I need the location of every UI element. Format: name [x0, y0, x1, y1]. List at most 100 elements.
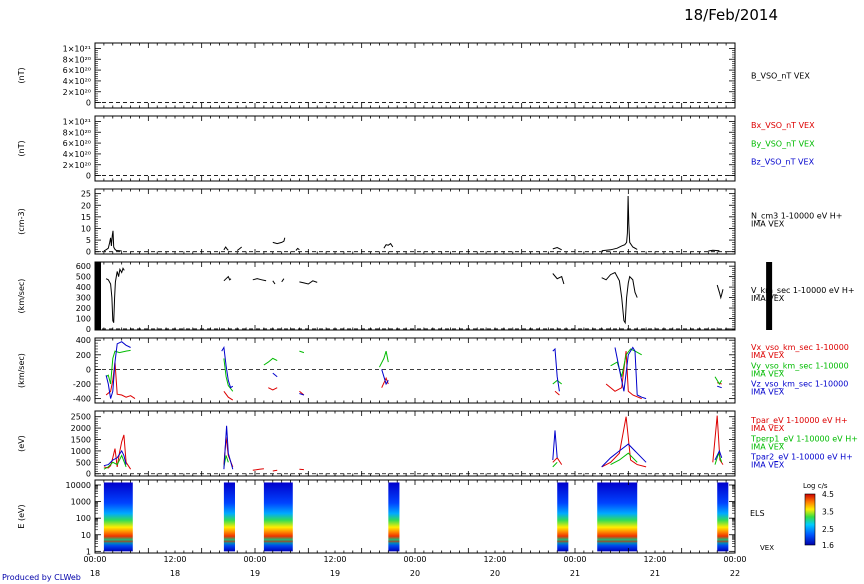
- x-tick-label: 12:00: [323, 555, 346, 564]
- panel-velocity-legend-0: V_km_sec 1-10000 eV H+: [751, 286, 855, 295]
- panel-temperature-ytick-label: 0: [86, 470, 91, 479]
- panel-density-legend-0: N_cm3 1-10000 eV H+: [751, 212, 842, 221]
- panel-temperature-legend-2: Tpar2_eV 1-10000 eV H+: [750, 453, 853, 462]
- panel-temperature-legend-1: Tperp1_eV 1-10000 eV H+: [750, 434, 858, 443]
- panel-density-series-0-line: [223, 246, 229, 251]
- panel-temperature-series-group: [103, 415, 724, 472]
- panel-velocity-series-0-line: [552, 273, 565, 285]
- panel-velocity-series-0-line: [272, 280, 276, 285]
- panel-density-series-0-line: [295, 247, 300, 251]
- panel-b-vso-ylabel: (nT): [17, 67, 26, 83]
- panel-velocity-components-ytick-label: 400: [76, 336, 91, 345]
- panel-velocity-series-0-line: [252, 278, 267, 282]
- panel-velocity-components-series-0-line: [223, 391, 234, 401]
- panel-temperature-ylabel: (eV): [17, 435, 26, 452]
- panel-temperature-ytick-label: 2500: [71, 413, 91, 422]
- velocity-bar: [95, 262, 101, 330]
- x-tick-label: 12:00: [483, 555, 506, 564]
- panel-velocity-components-legend-0-instrument: IMA VEX: [751, 351, 785, 360]
- panel-velocity-series-0-line: [105, 267, 125, 323]
- panel-velocity-ytick-label: 600: [76, 262, 91, 271]
- panel-els-ytick-label: 1000: [71, 498, 91, 507]
- panel-velocity-components: -400 -200 0 200 400 (km/sec) Vx_vso_km_sec 1-1…: [17, 336, 849, 403]
- panel-velocity-components-series-1-line: [552, 379, 563, 385]
- panel-velocity-series-0-line: [299, 280, 318, 285]
- panel-temperature-series-2-line: [223, 425, 234, 470]
- panel-els-frame: [94, 479, 736, 554]
- panel-velocity-series-0-line: [601, 271, 638, 325]
- panel-temperature-series-2-line: [601, 443, 647, 468]
- panel-velocity-components-ytick-label: -200: [73, 380, 91, 389]
- panel-velocity-components-series-2-line: [717, 385, 722, 389]
- x-tick-day-label: 21: [650, 569, 660, 578]
- panel-density-series-0-line: [552, 246, 562, 251]
- panel-b-components-legend-0: Bx_VSO_nT VEX: [751, 121, 815, 130]
- plot-date-title: 18/Feb/2014: [684, 6, 778, 24]
- panel-velocity-ytick-label: 200: [76, 304, 91, 313]
- panel-temperature-ytick-label: 1000: [71, 447, 91, 456]
- panel-temperature-ytick-label: 500: [76, 458, 91, 467]
- panel-els-ytick-label: 100: [76, 514, 91, 523]
- panel-b-components-ytick-label: 1×10²¹: [63, 117, 91, 126]
- x-tick-label: 00:00: [83, 555, 106, 564]
- panel-velocity-ytick-label: 500: [76, 273, 91, 282]
- panel-velocity-ylabel: (km/sec): [17, 279, 26, 314]
- panel-temperature-ytick-label: 1500: [71, 436, 91, 445]
- panel-temperature-series-1-line: [610, 452, 638, 466]
- panel-els-ytick-label: 10: [81, 531, 91, 540]
- panel-velocity-components-series-2-line: [614, 346, 647, 400]
- panel-velocity-series-0-line: [281, 278, 285, 283]
- colorbar-tick-label: 3.5: [822, 508, 834, 517]
- panel-temperature-series-2-line: [714, 449, 723, 461]
- panel-velocity-components-ytick-label: 200: [76, 351, 91, 360]
- panel-velocity-frame: [94, 261, 736, 331]
- x-tick-label: 12:00: [163, 555, 186, 564]
- panel-velocity-components-series-0-line: [105, 362, 136, 400]
- panel-velocity-components-ylabel: (km/sec): [17, 353, 26, 388]
- panel-density-series-0-line: [272, 237, 286, 245]
- panel-velocity-ytick-label: 100: [76, 314, 91, 323]
- panel-b-components-ytick-label: 6×10²⁰: [63, 139, 91, 148]
- x-tick-day-label: 18: [170, 569, 180, 578]
- panel-density-ytick-label: 20: [81, 201, 91, 210]
- panel-temperature-ytick-label: 2000: [71, 424, 91, 433]
- panel-density-ytick-label: 25: [81, 190, 91, 199]
- panel-temperature-series-1-line: [552, 461, 558, 468]
- panel-velocity-series-group: [105, 267, 724, 325]
- panel-velocity-components-series-2-line: [221, 346, 234, 389]
- x-tick-day-label: 20: [410, 569, 420, 578]
- panel-velocity-ytick-label: 400: [76, 283, 91, 292]
- x-tick-label: 00:00: [403, 555, 426, 564]
- panel-b-vso-ytick-label: 6×10²⁰: [63, 66, 91, 75]
- panel-b-vso: 0 2×10²⁰ 4×10²⁰ 6×10²⁰ 8×10²⁰ 1×10²¹ (nT) B_VSO…: [17, 42, 810, 109]
- panel-density-series-0-line: [601, 195, 638, 252]
- panel-b-vso-ytick-label: 1×10²¹: [63, 44, 91, 53]
- panel-b-vso-ytick-label: 4×10²⁰: [63, 77, 91, 86]
- x-tick-day-label: 19: [250, 569, 260, 578]
- panel-els-ytick-label: 1: [86, 547, 91, 556]
- panel-els-ytick-label: 10000: [66, 481, 91, 490]
- panel-velocity-components-series-1-line: [105, 349, 131, 385]
- els-label: ELS: [750, 509, 765, 518]
- panel-velocity-series-0-line: [223, 275, 232, 282]
- panel-velocity-ytick-label: 0: [86, 325, 91, 334]
- panel-temperature-legend-2-instrument: IMA VEX: [751, 461, 785, 470]
- panel-temperature-series-0-line: [272, 469, 278, 472]
- panel-b-components-frame: [94, 115, 736, 182]
- credit-label: Produced by CLWeb: [2, 573, 81, 582]
- panel-temperature-series-2-line: [103, 449, 127, 467]
- panel-b-components-legend-1: By_VSO_nT VEX: [751, 139, 815, 148]
- panel-velocity-components-legend-0: Vx_vso_km_sec 1-10000: [751, 343, 849, 352]
- panel-velocity-components-legend-1-instrument: IMA VEX: [751, 369, 785, 378]
- panel-velocity-components-series-1-line: [378, 350, 389, 368]
- spectrogram-block: [597, 482, 638, 552]
- panel-velocity-ytick-label: 300: [76, 294, 91, 303]
- panel-b-components-ytick-label: 0: [86, 172, 91, 181]
- x-tick-day-label: 19: [330, 569, 340, 578]
- panel-density-series-0-line: [708, 249, 720, 252]
- x-tick-day-label: 20: [490, 569, 500, 578]
- panel-temperature-series-0-line: [552, 457, 563, 465]
- spectrogram-block: [263, 482, 293, 552]
